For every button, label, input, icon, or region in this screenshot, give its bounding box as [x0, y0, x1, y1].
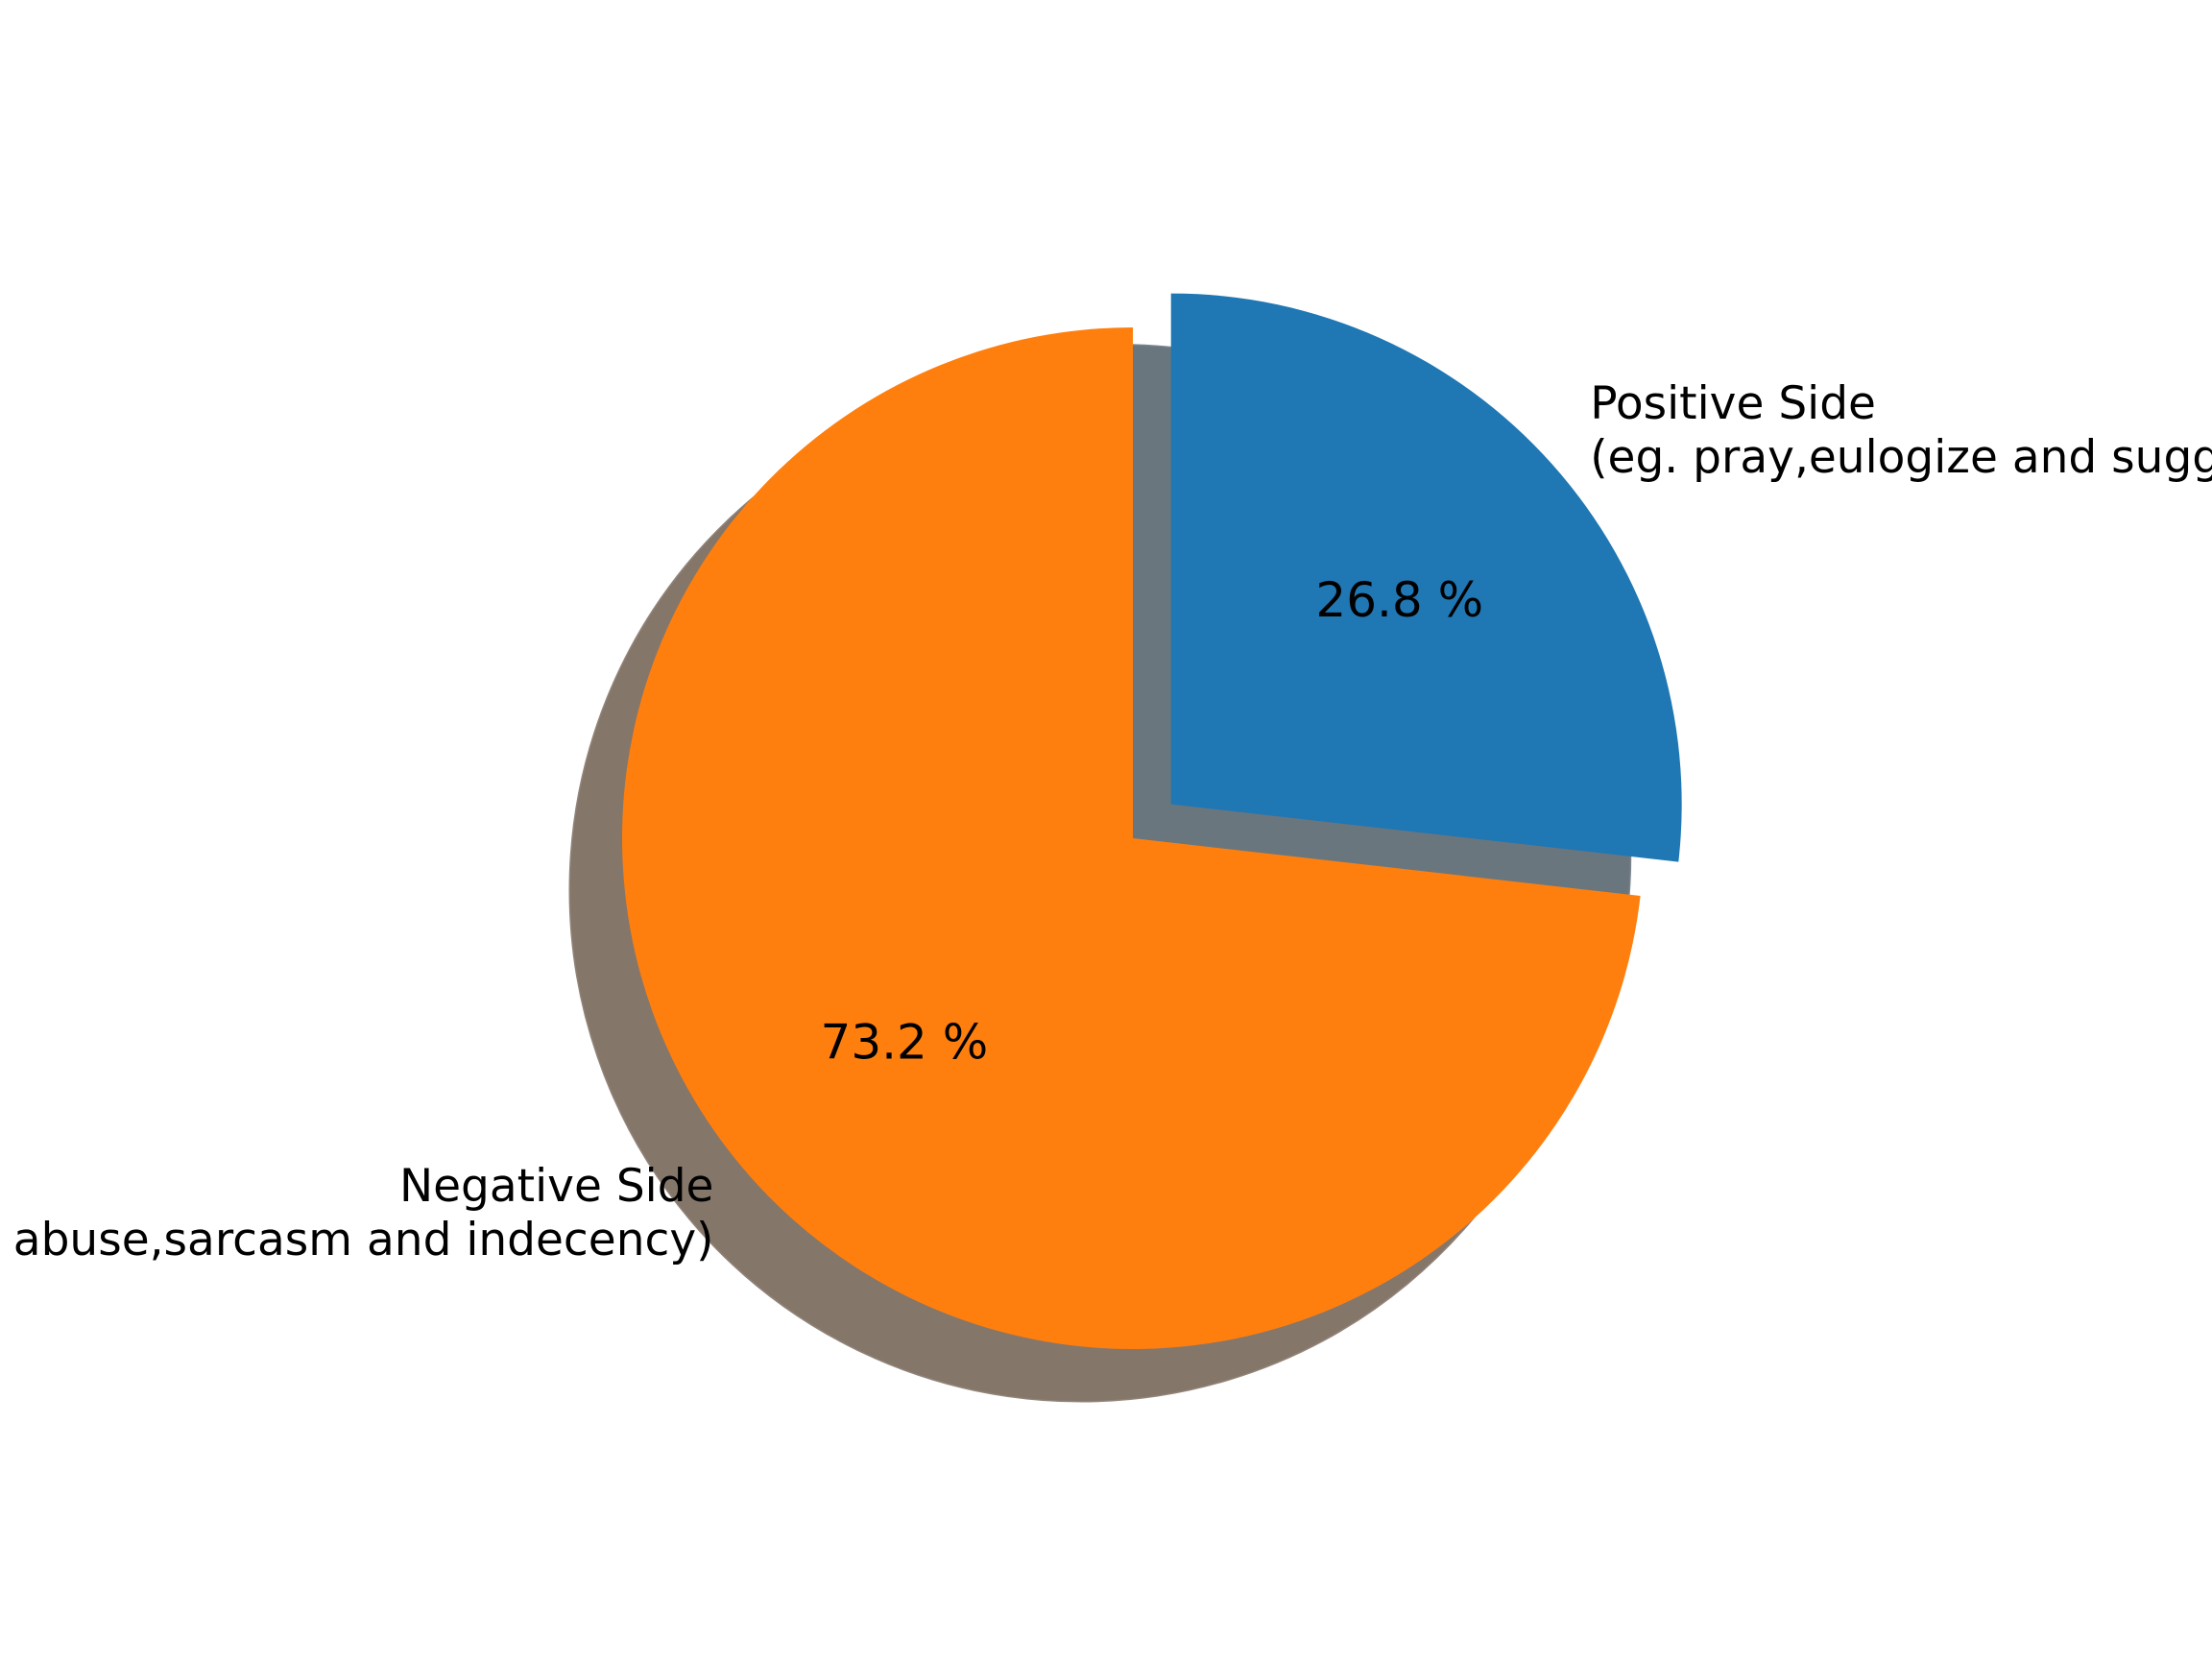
- positive-side-percent-label: 26.8 %: [1315, 572, 1483, 628]
- negative-side-slice: [622, 327, 1641, 1349]
- positive-side-label-line: (eg. pray,eulogize and suggestion): [1590, 431, 2212, 484]
- positive-side-label: Positive Side (eg. pray,eulogize and sugg…: [1590, 377, 2212, 484]
- negative-side-label-line: (eg. abuse,sarcasm and indecency): [0, 1214, 713, 1266]
- negative-side-percent-label: 73.2 %: [821, 1015, 989, 1071]
- positive-side-label-line: Positive Side: [1590, 377, 1876, 430]
- negative-side-label-line: Negative Side: [399, 1160, 714, 1213]
- positive-side-slice: [1170, 293, 1682, 862]
- negative-side-label: Negative Side(eg. abuse,sarcasm and inde…: [0, 1160, 713, 1266]
